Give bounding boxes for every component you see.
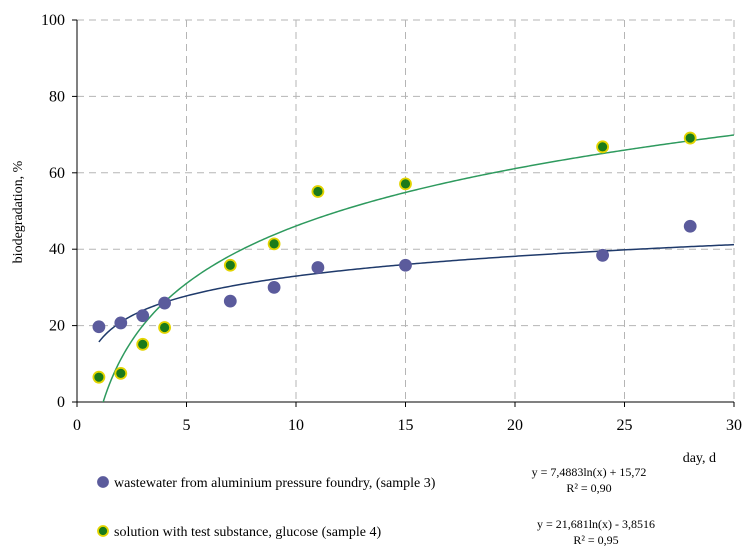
trendline-series-1: [102, 134, 734, 402]
y-tick-label: 80: [49, 88, 65, 105]
data-point-series-1: [92, 370, 106, 384]
x-tick-label: 25: [617, 417, 633, 434]
data-point-series-0: [92, 320, 106, 334]
data-point-series-0: [136, 309, 150, 323]
data-point-series-0: [399, 258, 412, 272]
x-tick-label: 5: [183, 417, 191, 434]
trendlines: [98, 134, 734, 402]
legend-label-sample-3: wastewater from aluminium pressure found…: [114, 476, 436, 491]
trend-equation-sample-4: y = 21,681ln(x) - 3,8516: [537, 517, 655, 531]
trend-equation-sample-3: y = 7,4883ln(x) + 15,72: [532, 465, 647, 479]
y-tick-label: 20: [49, 318, 65, 335]
x-tick-label: 15: [398, 417, 414, 434]
x-tick-label: 10: [288, 417, 304, 434]
data-point-series-1: [683, 131, 697, 145]
y-tick-label: 100: [41, 12, 65, 29]
legend: wastewater from aluminium pressure found…: [97, 476, 436, 540]
data-points: [92, 131, 697, 384]
legend-marker-sample-3: [97, 476, 109, 488]
grid: [77, 19, 735, 402]
data-point-series-1: [223, 258, 237, 272]
data-point-series-1: [267, 237, 281, 251]
legend-label-sample-4: solution with test substance, glucose (s…: [114, 525, 381, 540]
data-point-series-1: [596, 140, 609, 154]
data-point-series-1: [399, 177, 412, 191]
x-tick-label: 0: [73, 417, 81, 434]
x-tick-label: 30: [726, 417, 742, 434]
trend-r2-sample-3: R² = 0,90: [566, 481, 611, 495]
legend-entry-sample-4: solution with test substance, glucose (s…: [97, 525, 381, 540]
data-point-series-0: [114, 316, 128, 330]
data-point-series-0: [158, 296, 172, 310]
legend-marker-sample-4: [97, 525, 109, 537]
axes: 0 5 10 15 20 25 30 0 20 40 60 80 100: [41, 12, 742, 434]
legend-entry-sample-3: wastewater from aluminium pressure found…: [97, 476, 436, 491]
x-axis-label: day, d: [683, 451, 716, 466]
data-point-series-0: [683, 219, 697, 233]
trendline-series-0: [98, 243, 734, 343]
data-point-series-0: [223, 294, 237, 308]
data-point-series-0: [596, 248, 609, 262]
data-point-series-0: [311, 261, 325, 274]
x-tick-label: 20: [507, 417, 523, 434]
trend-r2-sample-4: R² = 0,95: [573, 533, 618, 547]
data-point-series-0: [267, 280, 281, 294]
data-point-series-1: [114, 366, 128, 380]
y-tick-label: 0: [57, 394, 65, 411]
data-point-series-1: [311, 185, 325, 198]
data-point-series-1: [136, 337, 150, 351]
y-axis-label: biodegradation, %: [11, 160, 26, 263]
trend-annotations: y = 7,4883ln(x) + 15,72 R² = 0,90 y = 21…: [532, 465, 655, 547]
data-point-series-1: [158, 321, 172, 334]
y-tick-label: 40: [49, 241, 65, 258]
y-tick-label: 60: [49, 165, 65, 182]
